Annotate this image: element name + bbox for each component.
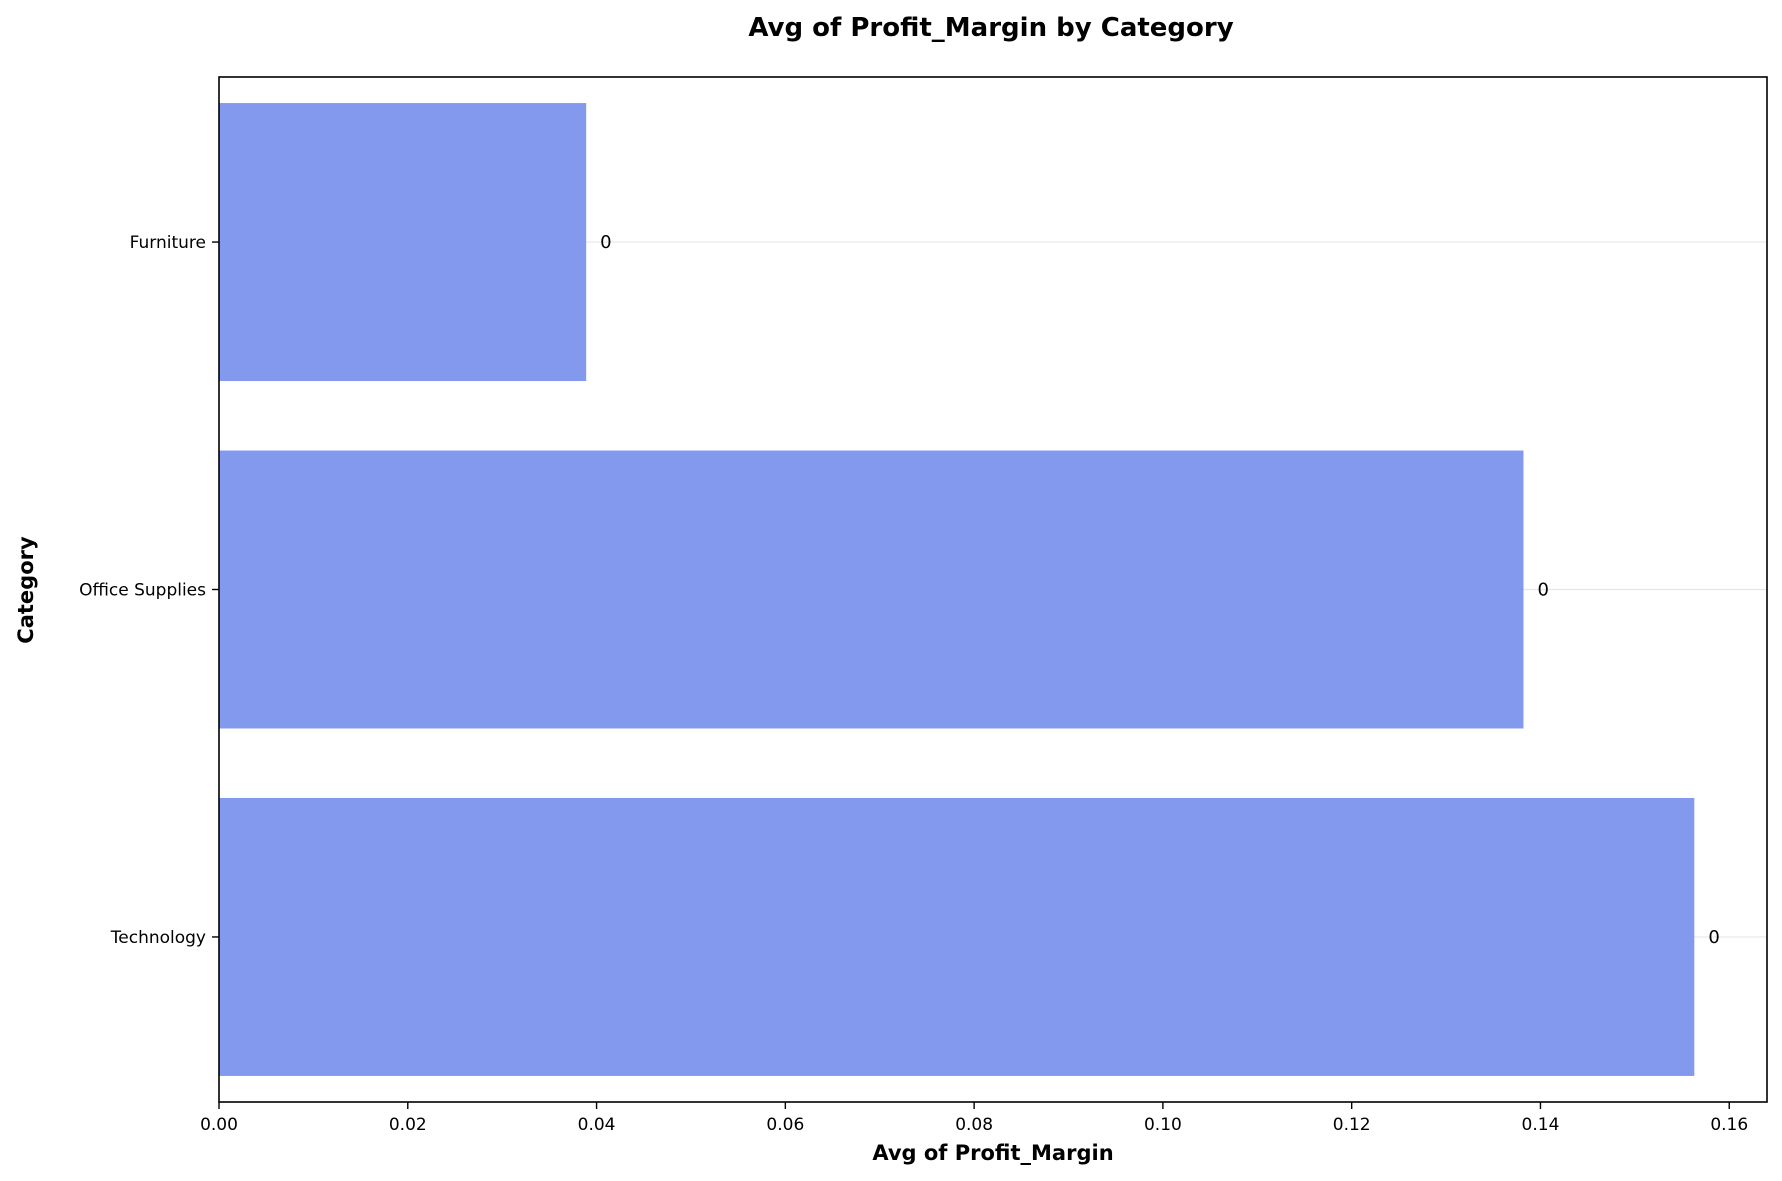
x-tick-label: 0.16 [1710, 1115, 1748, 1135]
x-tick-label: 0.14 [1522, 1115, 1560, 1135]
data-labels: 0 0 0 [600, 232, 1720, 948]
data-label: 0 [1708, 927, 1719, 948]
bars [219, 103, 1695, 1076]
data-label: 0 [1537, 580, 1548, 601]
x-tick-label: 0.00 [200, 1115, 238, 1135]
bar-technology [219, 797, 1695, 1076]
x-tick-label: 0.08 [955, 1115, 993, 1135]
y-tick-label: Technology [110, 928, 206, 948]
x-axis-label: Avg of Profit_Margin [872, 1141, 1113, 1165]
y-tick-label: Office Supplies [79, 581, 206, 601]
data-label: 0 [600, 232, 611, 253]
bar-furniture [219, 103, 587, 382]
x-tick-label: 0.06 [766, 1115, 804, 1135]
x-tick-label: 0.02 [389, 1115, 427, 1135]
x-tick-label: 0.10 [1144, 1115, 1182, 1135]
y-axis-ticks: Furniture Office Supplies Technology [79, 233, 219, 948]
x-tick-label: 0.04 [578, 1115, 616, 1135]
y-tick-label: Furniture [130, 233, 206, 253]
x-axis-ticks: 0.00 0.02 0.04 0.06 0.08 0.10 0.12 0.14 0.16 [200, 1102, 1748, 1135]
x-tick-label: 0.12 [1333, 1115, 1371, 1135]
chart-title: Avg of Profit_Margin by Category [748, 13, 1233, 43]
y-axis-label: Category [14, 536, 38, 644]
bar-office-supplies [219, 450, 1524, 729]
